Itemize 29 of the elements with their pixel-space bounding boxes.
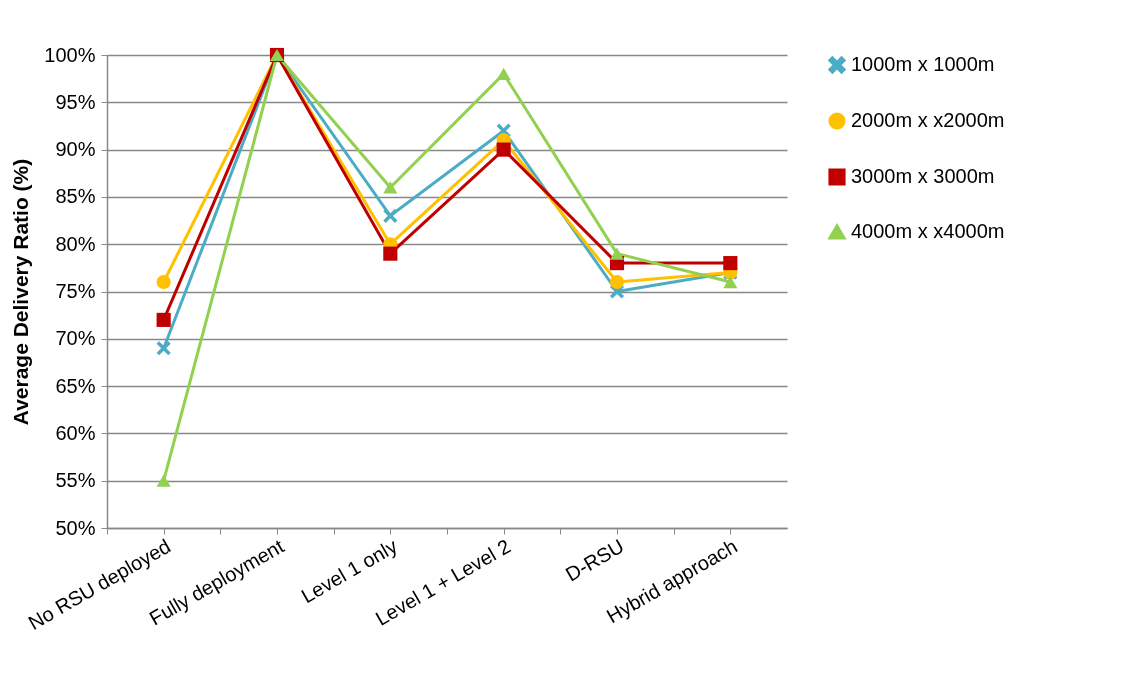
point — [609, 274, 625, 290]
y-tick-label: 55% — [55, 469, 96, 492]
point — [156, 474, 171, 487]
point — [723, 275, 738, 289]
point — [723, 256, 738, 271]
y-tick-label: 100% — [44, 43, 96, 66]
legend-label: 4000m x x4000m — [851, 220, 1005, 242]
legend-label: 3000m x 3000m — [851, 165, 995, 187]
point — [156, 341, 171, 356]
y-tick-label: 90% — [55, 138, 96, 161]
legend-label: 1000m x 1000m — [851, 53, 995, 75]
y-tick-label: 85% — [55, 185, 96, 208]
point — [156, 312, 171, 327]
y-tick-label: 60% — [55, 421, 96, 444]
y-tick-label: 65% — [55, 374, 96, 397]
point — [496, 142, 511, 157]
y-tick-label: 50% — [55, 516, 96, 539]
y-axis-title: Average Delivery Ratio (%) — [9, 158, 33, 426]
point — [383, 208, 398, 223]
legend-label: 2000m x x2000m — [851, 109, 1005, 131]
y-tick-label: 95% — [55, 90, 96, 113]
y-tick-label: 75% — [55, 280, 96, 302]
y-tick-label: 80% — [55, 232, 96, 255]
point — [156, 274, 171, 290]
point — [383, 181, 398, 194]
y-tick-label: 70% — [55, 327, 96, 350]
point — [383, 246, 398, 261]
point — [496, 67, 511, 81]
point — [609, 247, 625, 260]
